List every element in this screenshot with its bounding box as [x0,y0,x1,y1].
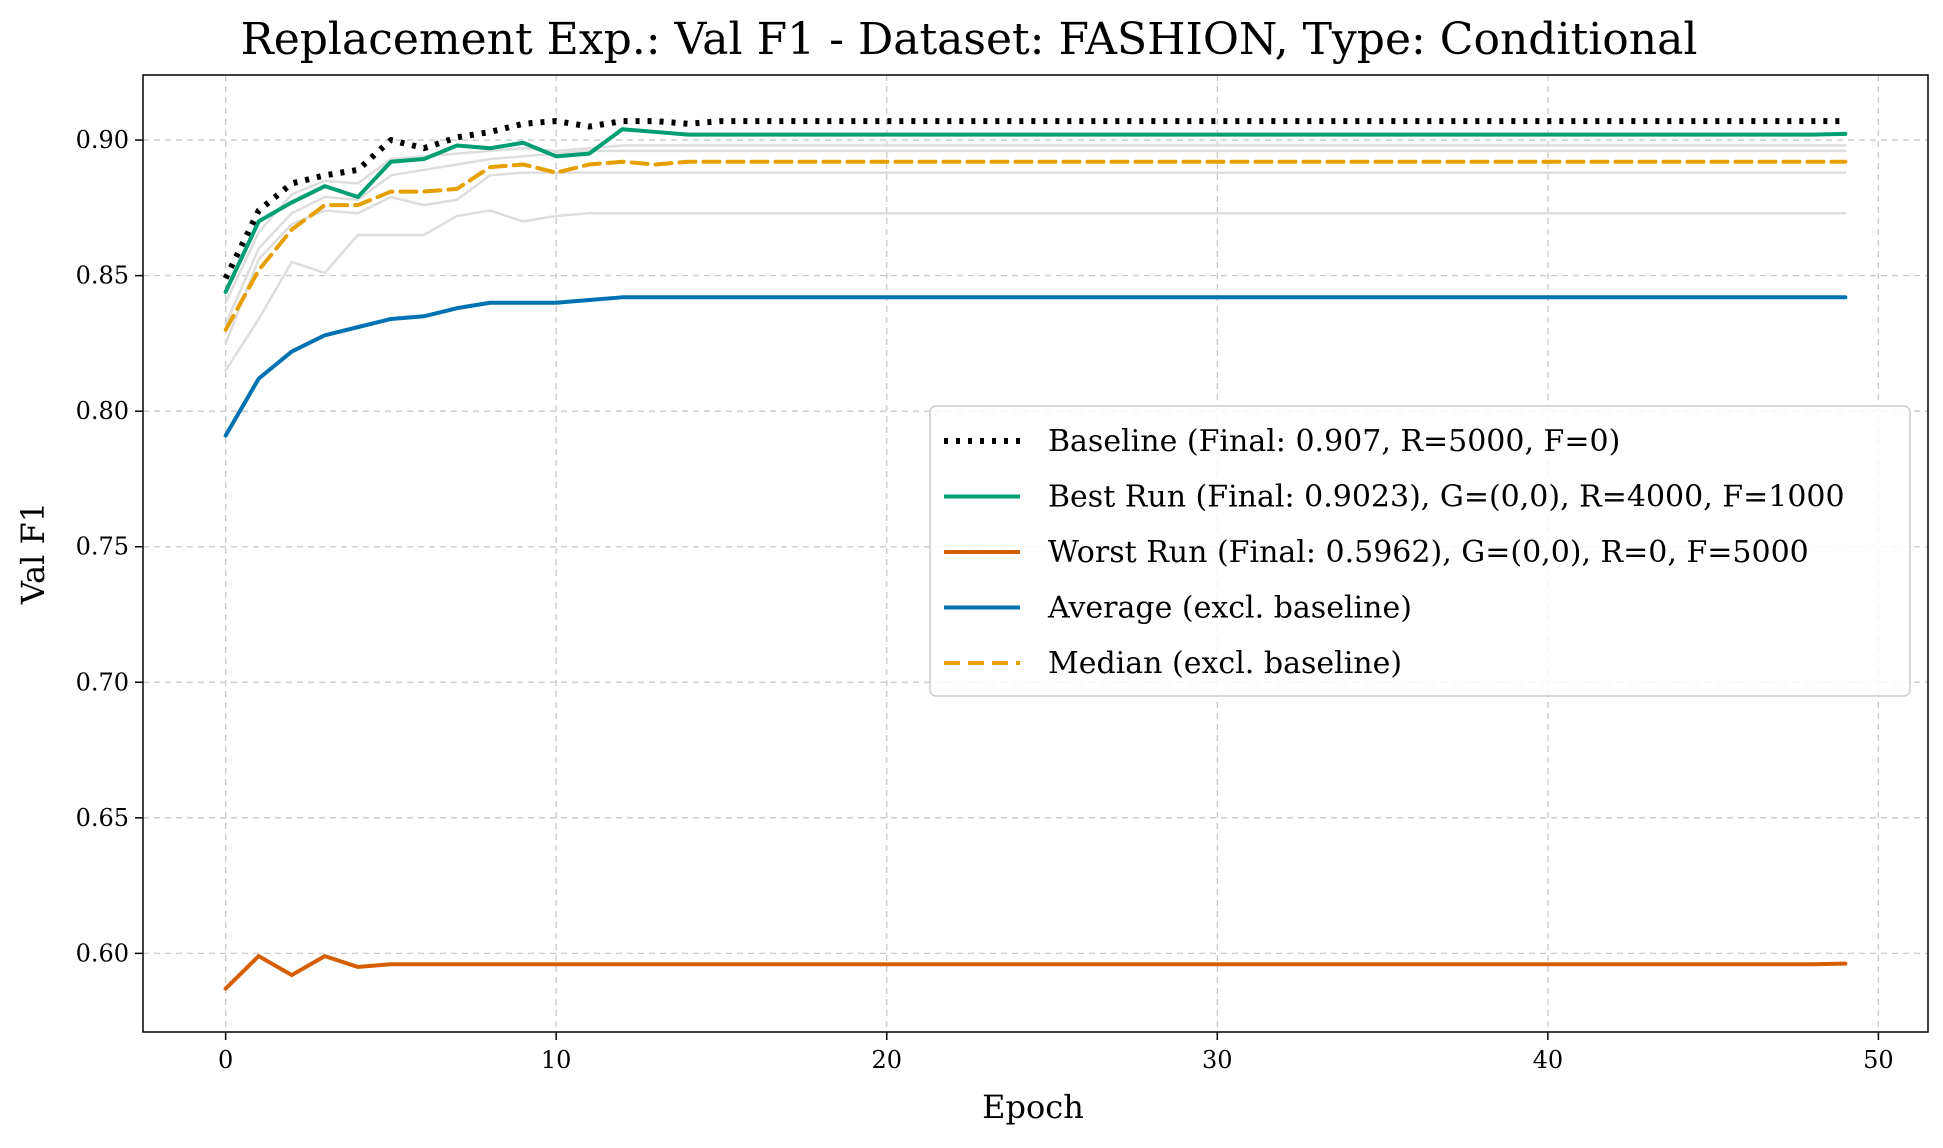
series-line-3 [223,295,1848,438]
y-axis-label: Val F1 [14,502,52,605]
legend-label: Average (excl. baseline) [1047,591,1412,626]
background-run-line [224,149,1847,326]
y-axis-ticks: 0.60 0.65 0.70 0.75 0.80 0.85 0.90 [76,126,143,967]
x-tick-label: 20 [871,1046,902,1074]
background-run-line [224,144,1847,304]
background-run-line [224,209,1847,372]
legend-label: Median (excl. baseline) [1048,646,1402,681]
legend-box [929,405,1911,697]
x-tick-label: 40 [1533,1046,1564,1074]
y-tick-label: 0.60 [76,939,129,967]
x-tick-label: 50 [1863,1046,1894,1074]
series-line-0 [222,118,1846,280]
y-tick-label: 0.80 [76,397,129,425]
plot-frame [142,74,1929,1033]
x-tick-label: 10 [541,1046,572,1074]
y-tick-label: 0.85 [76,262,129,290]
series-line-1 [223,127,1848,294]
x-tick-label: 30 [1202,1046,1233,1074]
y-tick-label: 0.90 [76,126,129,154]
y-tick-label: 0.65 [76,804,129,832]
y-tick-label: 0.70 [76,668,129,696]
chart-title: Replacement Exp.: Val F1 - Dataset: FASH… [241,14,1698,65]
background-runs [224,144,1847,372]
main-series [222,118,1848,991]
x-axis-label: Epoch [982,1088,1084,1126]
legend-label: Worst Run (Final: 0.5962), G=(0,0), R=0,… [1048,535,1809,570]
background-run-line [224,171,1847,345]
legend-label: Baseline (Final: 0.907, R=5000, F=0) [1048,424,1620,459]
x-tick-label: 0 [218,1046,233,1074]
series-line-4 [223,159,1848,332]
legend-label: Best Run (Final: 0.9023), G=(0,0), R=400… [1048,480,1845,515]
y-tick-label: 0.75 [76,533,129,561]
x-axis-ticks: 0 10 20 30 40 50 [218,1032,1894,1074]
legend: Baseline (Final: 0.907, R=5000, F=0) Best… [929,405,1911,697]
series-line-2 [223,954,1848,991]
